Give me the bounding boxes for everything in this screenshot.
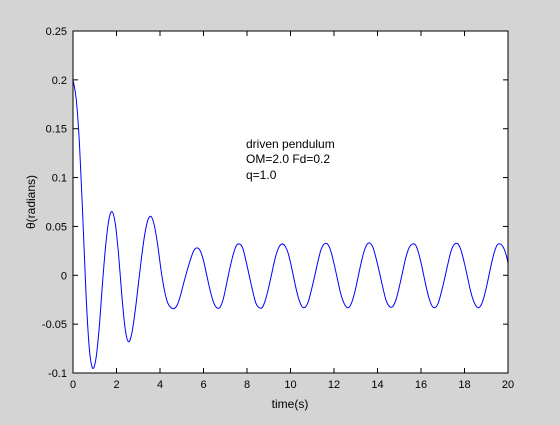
x-tick-label: 10: [284, 379, 296, 391]
x-tick-label: 4: [157, 379, 163, 391]
annotation-line-1: driven pendulum: [246, 137, 335, 151]
y-tick-label: 0.25: [46, 26, 67, 38]
y-tick-label: 0.2: [52, 75, 67, 87]
x-axis-label: time(s): [272, 397, 309, 411]
series-layer: [72, 79, 509, 370]
series-line-0: [72, 79, 509, 370]
y-axis-ticks: -0.1 -0.05 0 0.05 0.1 0.15 0.2 0.25: [42, 26, 508, 380]
y-tick-label: -0.05: [42, 319, 67, 331]
annotation-line-3: q=1.0: [246, 168, 277, 182]
x-tick-label: 18: [458, 379, 470, 391]
y-tick-label: 0: [61, 270, 67, 282]
x-tick-label: 6: [200, 379, 206, 391]
x-axis-ticks: 0 2 4 6 8 10 12 14 16 18 20: [70, 31, 514, 391]
y-tick-label: -0.1: [48, 368, 67, 380]
x-tick-label: 0: [70, 379, 76, 391]
x-tick-label: 8: [244, 379, 250, 391]
y-tick-label: 0.15: [46, 124, 67, 136]
y-axis-label: θ(radians): [24, 175, 38, 229]
annotation-line-2: OM=2.0 Fd=0.2: [246, 152, 330, 166]
x-tick-label: 12: [328, 379, 340, 391]
x-tick-label: 20: [502, 379, 514, 391]
x-tick-label: 2: [113, 379, 119, 391]
y-tick-label: 0.1: [52, 173, 67, 185]
x-tick-label: 16: [415, 379, 427, 391]
x-tick-label: 14: [371, 379, 383, 391]
y-tick-label: 0.05: [46, 221, 67, 233]
plot-area: [73, 31, 508, 373]
